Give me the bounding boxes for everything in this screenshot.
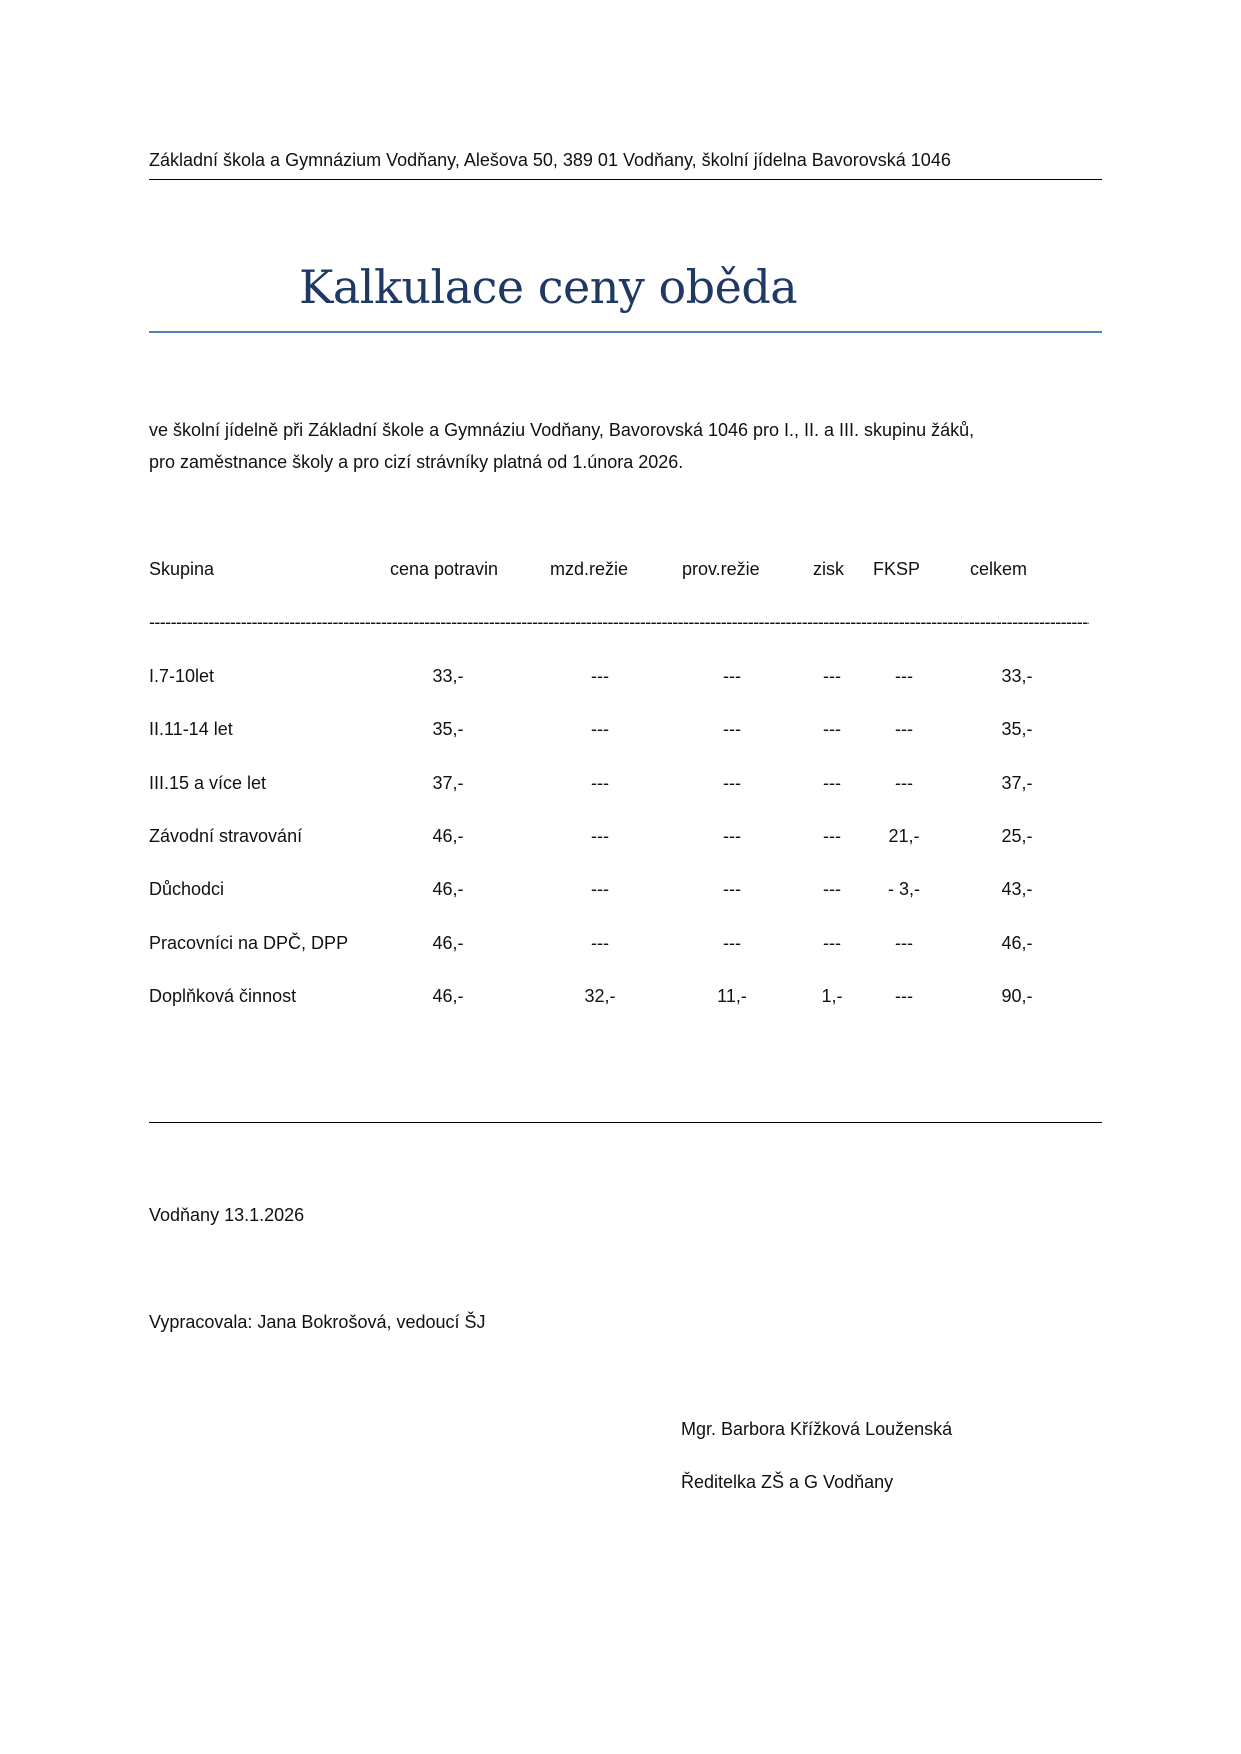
header-divider [149,179,1102,180]
cell-operating: --- [723,666,741,686]
cell-fksp: --- [895,719,913,739]
cell-food: 46,- [432,986,464,1006]
cell-food: 46,- [432,826,464,846]
cell-operating: 11,- [717,986,747,1006]
col-header-wages: mzd.režie [550,559,629,579]
cell-total: 90,- [1001,986,1033,1006]
col-header-food: cena potravin [390,559,499,579]
footer-divider [149,1122,1102,1123]
cell-fksp: - 3,- [887,879,921,899]
cell-wages: --- [591,719,609,739]
cell-group: I.7-10let [149,666,215,686]
cell-profit: --- [823,826,841,846]
cell-fksp: --- [895,773,913,793]
cell-operating: --- [723,879,741,899]
cell-profit: --- [823,773,841,793]
cell-operating: --- [723,773,741,793]
cell-food: 33,- [432,666,464,686]
cell-wages: --- [591,773,609,793]
cell-total: 25,- [1001,826,1033,846]
table-separator: ----------------------------------------… [149,612,1089,632]
cell-profit: --- [823,666,841,686]
col-header-total: celkem [970,559,1028,579]
cell-group: III.15 a více let [149,773,267,793]
cell-profit: --- [823,879,841,899]
cell-total: 46,- [1001,933,1033,953]
intro-line-1: ve školní jídelně při Základní škole a G… [149,420,975,440]
col-header-operating: prov.režie [682,559,760,579]
cell-fksp: 21,- [888,826,920,846]
cell-food: 37,- [432,773,464,793]
col-header-group: Skupina [149,559,215,579]
cell-total: 43,- [1001,879,1033,899]
signatory-name: Mgr. Barbora Křížková Louženská [681,1419,953,1439]
intro-line-2: pro zaměstnance školy a pro cizí strávní… [149,452,684,472]
page-title: Kalkulace ceny oběda [299,260,798,314]
cell-group: Doplňková činnost [149,986,297,1006]
place-date: Vodňany 13.1.2026 [149,1205,305,1225]
cell-food: 46,- [432,879,464,899]
cell-profit: --- [823,719,841,739]
cell-wages: --- [591,666,609,686]
col-header-fksp: FKSP [873,559,921,579]
cell-profit: --- [823,933,841,953]
cell-fksp: --- [895,986,913,1006]
cell-total: 37,- [1001,773,1033,793]
cell-group: Důchodci [149,879,225,899]
cell-group: II.11-14 let [149,719,233,739]
cell-profit: 1,- [821,986,843,1006]
cell-wages: --- [591,933,609,953]
cell-operating: --- [723,826,741,846]
cell-total: 35,- [1001,719,1033,739]
col-header-profit: zisk [813,559,844,579]
cell-operating: --- [723,719,741,739]
cell-food: 46,- [432,933,464,953]
cell-fksp: --- [895,666,913,686]
cell-wages: --- [591,826,609,846]
prepared-by: Vypracovala: Jana Bokrošová, vedoucí ŠJ [149,1312,486,1332]
cell-fksp: --- [895,933,913,953]
signatory-role: Ředitelka ZŠ a G Vodňany [681,1472,894,1492]
title-divider [149,331,1102,333]
cell-group: Závodní stravování [149,826,303,846]
cell-wages: --- [591,879,609,899]
cell-group: Pracovníci na DPČ, DPP [149,933,349,953]
letterhead: Základní škola a Gymnázium Vodňany, Aleš… [149,150,951,170]
cell-wages: 32,- [584,986,616,1006]
cell-food: 35,- [432,719,464,739]
cell-operating: --- [723,933,741,953]
cell-total: 33,- [1001,666,1033,686]
